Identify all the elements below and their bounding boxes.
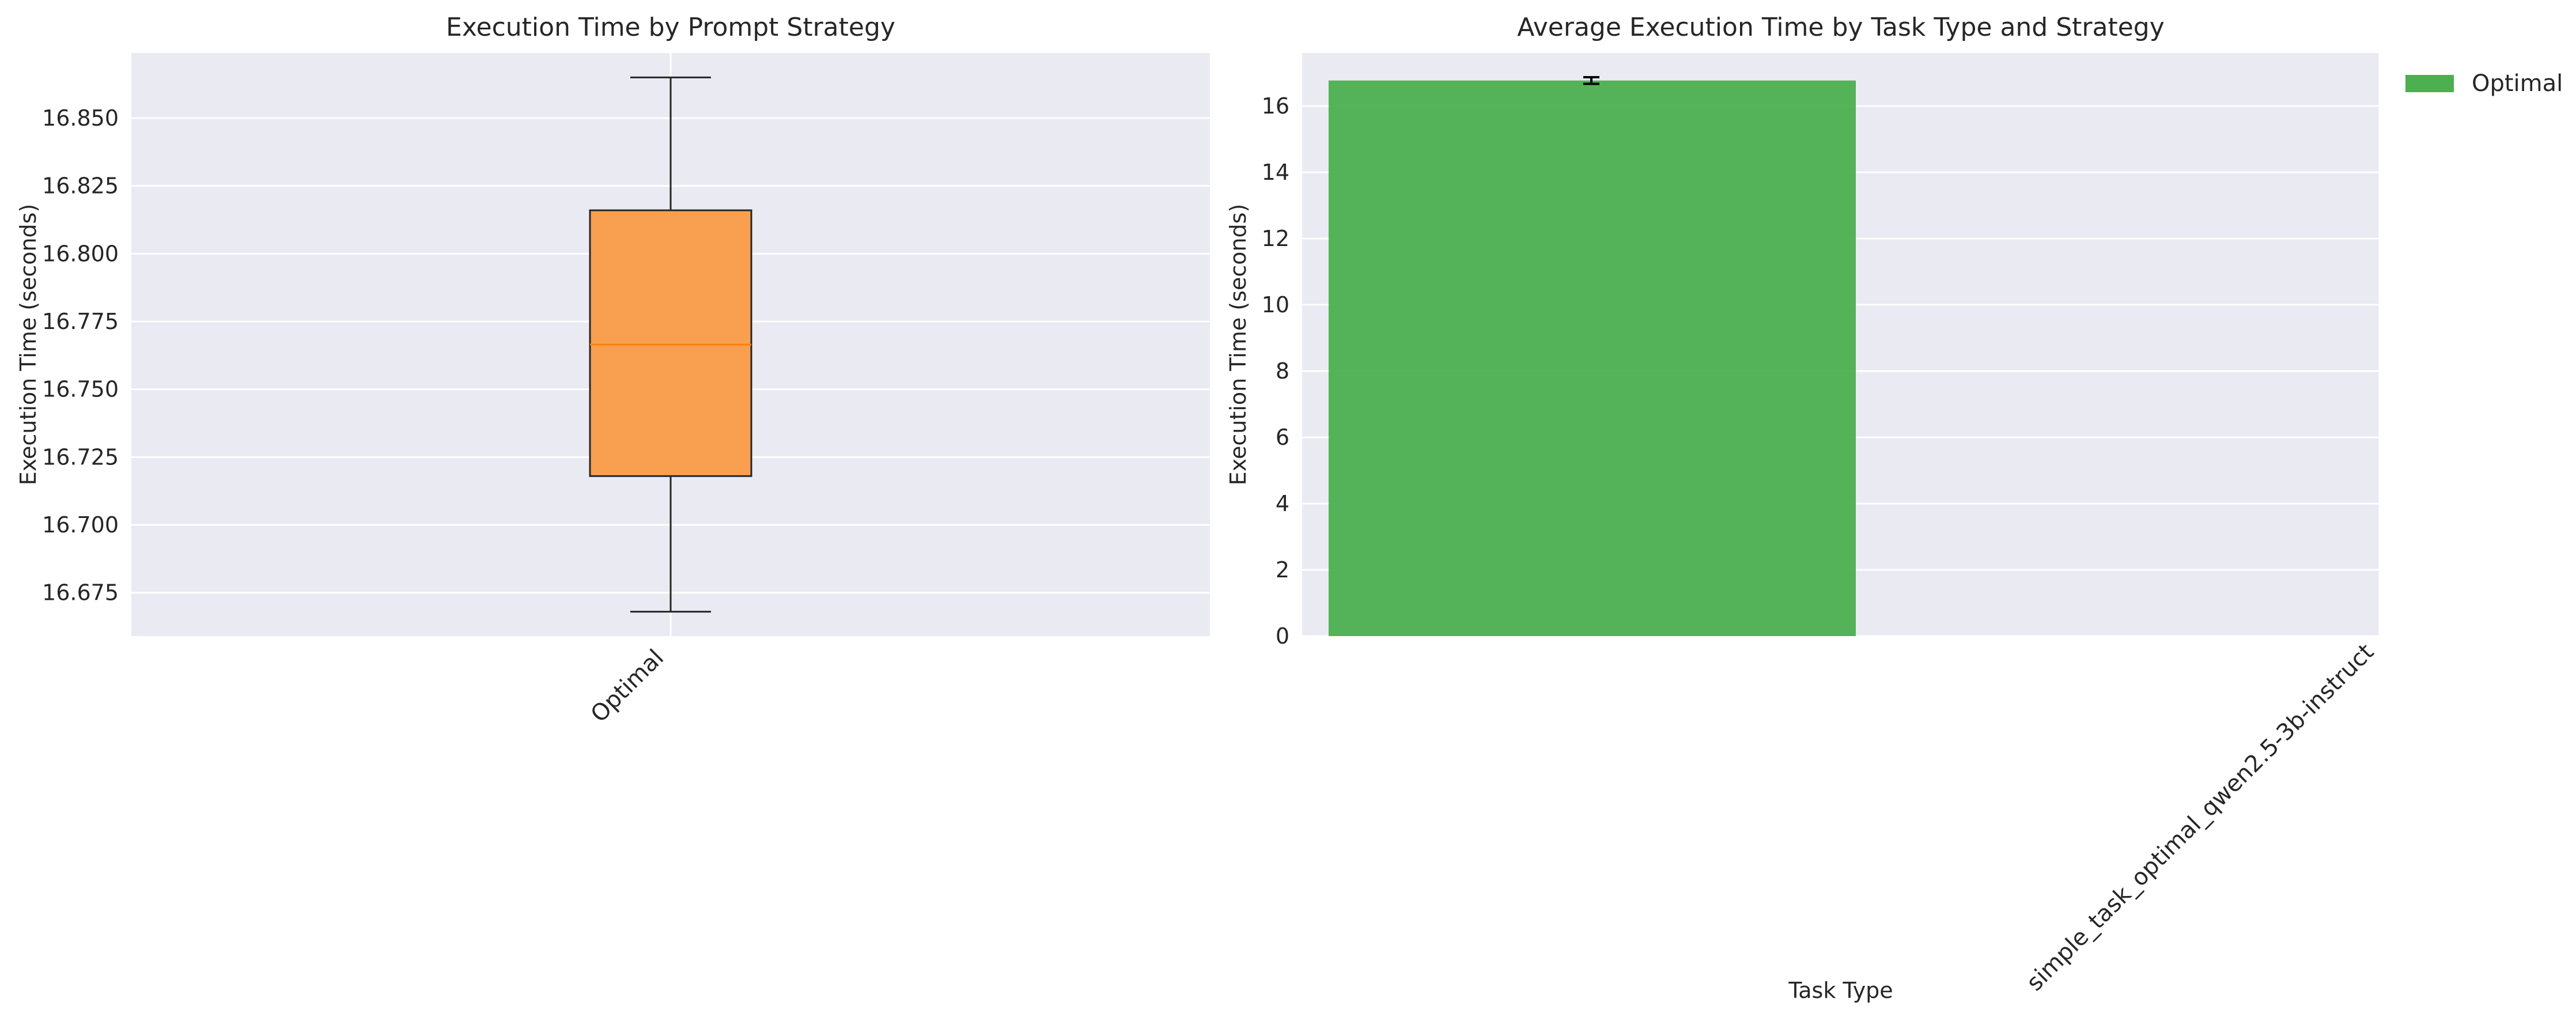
box bbox=[589, 209, 752, 477]
y-tick-label: 0 bbox=[1276, 623, 1289, 649]
chart-title: Average Execution Time by Task Type and … bbox=[1517, 13, 2164, 42]
chart-title: Execution Time by Prompt Strategy bbox=[446, 13, 895, 42]
y-tick-label: 8 bbox=[1276, 358, 1289, 384]
y-tick-label: 16.850 bbox=[42, 105, 119, 131]
x-tick-labels: simple_task_optimal_qwen2.5-3b-instruct bbox=[2022, 639, 2379, 996]
box-group bbox=[589, 76, 752, 613]
y-tick-label: 10 bbox=[1262, 292, 1289, 317]
bar-group bbox=[1329, 75, 1856, 637]
y-tick-label: 6 bbox=[1276, 425, 1289, 450]
legend: Optimal bbox=[2405, 70, 2563, 97]
y-axis-label: Execution Time (seconds) bbox=[16, 204, 41, 486]
y-tick-label: 16 bbox=[1262, 93, 1289, 119]
y-tick-labels: 0 2 4 6 8 10 12 14 16 bbox=[1262, 93, 1289, 649]
y-tick-label: 16.750 bbox=[42, 377, 119, 402]
bar bbox=[1329, 80, 1856, 637]
y-tick-label: 4 bbox=[1276, 491, 1289, 516]
y-tick-label: 16.800 bbox=[42, 241, 119, 266]
y-tick-label: 16.700 bbox=[42, 512, 119, 538]
legend-swatch bbox=[2405, 75, 2454, 92]
x-tick-label: Optimal bbox=[586, 645, 669, 728]
y-tick-label: 16.675 bbox=[42, 580, 119, 606]
y-tick-labels: 16.675 16.700 16.725 16.750 16.775 16.800 16.8… bbox=[42, 105, 119, 606]
y-axis-label: Execution Time (seconds) bbox=[1225, 204, 1251, 486]
y-tick-label: 14 bbox=[1262, 160, 1289, 185]
y-tick-label: 12 bbox=[1262, 226, 1289, 251]
y-tick-label: 16.775 bbox=[42, 309, 119, 334]
x-axis-label: Task Type bbox=[1788, 978, 1893, 1003]
y-tick-label: 16.825 bbox=[42, 173, 119, 199]
x-tick-label: simple_task_optimal_qwen2.5-3b-instruct bbox=[2022, 639, 2379, 996]
y-tick-label: 16.725 bbox=[42, 444, 119, 470]
y-tick-label: 2 bbox=[1276, 557, 1289, 583]
boxplot-panel: 16.675 16.700 16.725 16.750 16.775 16.800 16.8… bbox=[16, 13, 1210, 728]
legend-label: Optimal bbox=[2472, 70, 2563, 97]
bar-panel: 0 2 4 6 8 10 12 14 16 simple_task_optimal_qwen2.… bbox=[1225, 13, 2563, 1003]
x-tick-labels: Optimal bbox=[586, 645, 669, 728]
